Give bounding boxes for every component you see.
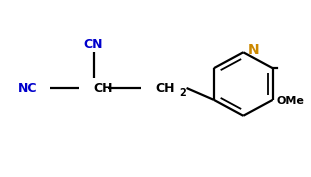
Text: N: N — [248, 43, 260, 57]
Text: NC: NC — [18, 81, 38, 95]
Text: 2: 2 — [180, 88, 187, 98]
Text: CH: CH — [94, 81, 113, 95]
Text: CN: CN — [84, 38, 103, 51]
Text: OMe: OMe — [276, 96, 304, 106]
Text: CH: CH — [155, 81, 175, 95]
